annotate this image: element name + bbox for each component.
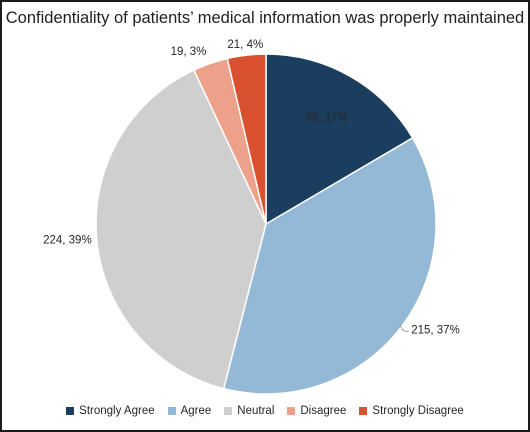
legend-swatch-strongly-agree <box>66 407 75 415</box>
data-label-strongly-disagree: 21, 4% <box>227 39 263 51</box>
data-label-agree: 215, 37% <box>411 324 460 336</box>
legend-item-strongly-disagree: Strongly Disagree <box>359 405 464 417</box>
legend-swatch-agree <box>167 407 176 415</box>
leader-line-agree <box>400 325 410 332</box>
legend-label-neutral: Neutral <box>237 405 275 417</box>
legend-swatch-disagree <box>287 407 296 415</box>
legend-item-agree: Agree <box>167 405 212 417</box>
legend-swatch-neutral <box>224 407 233 415</box>
data-label-strongly-agree: 95, 17% <box>306 112 348 124</box>
pie-slice-agree <box>222 136 437 395</box>
pie-slice-strongly-agree <box>265 53 414 226</box>
pie-slice-neutral <box>95 69 267 390</box>
legend-item-disagree: Disagree <box>287 405 346 417</box>
legend-item-neutral: Neutral <box>224 405 274 417</box>
legend-item-strongly-agree: Strongly Agree <box>66 405 155 417</box>
legend-label-agree: Agree <box>180 405 212 417</box>
chart-title: Confidentiality of patients’ medical inf… <box>5 9 525 27</box>
legend-label-strongly-agree: Strongly Agree <box>79 405 155 417</box>
legend-label-strongly-disagree: Strongly Disagree <box>372 405 464 417</box>
legend-label-disagree: Disagree <box>300 405 347 417</box>
data-label-neutral: 224, 39% <box>43 234 92 246</box>
pie-slice-strongly-disagree <box>226 53 267 225</box>
legend-swatch-strongly-disagree <box>359 407 368 415</box>
data-label-disagree: 19, 3% <box>171 46 207 58</box>
legend: Strongly Agree Agree Neutral Disagree St… <box>2 405 528 417</box>
